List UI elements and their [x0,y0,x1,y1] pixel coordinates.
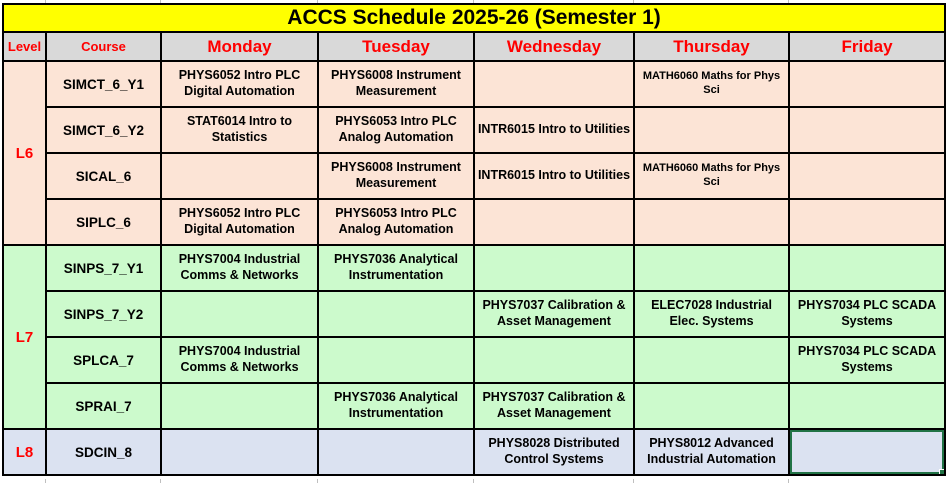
schedule-cell[interactable]: PHYS7004 Industrial Comms & Networks [160,336,319,384]
schedule-cell[interactable] [787,198,946,246]
gridline-tick [160,0,161,3]
schedule-cell[interactable]: PHYS7036 Analytical Instrumentation [317,382,475,430]
schedule-cell[interactable]: PHYS6052 Intro PLC Digital Automation [160,198,319,246]
schedule-title[interactable]: ACCS Schedule 2025-26 (Semester 1) [1,3,946,33]
schedule-cell[interactable] [160,382,319,430]
schedule-cell[interactable] [787,106,946,154]
title-row: ACCS Schedule 2025-26 (Semester 1) [1,3,946,33]
schedule-cell[interactable]: PHYS6052 Intro PLC Digital Automation [160,60,319,108]
course-cell[interactable]: SICAL_6 [45,152,162,200]
schedule-cell[interactable]: PHYS6053 Intro PLC Analog Automation [317,198,475,246]
gridline-tick [317,479,318,483]
course-cell[interactable]: SINPS_7_Y1 [45,244,162,292]
column-header-course[interactable]: Course [45,31,162,62]
schedule-cell[interactable] [473,336,635,384]
schedule-cell[interactable] [160,428,319,476]
course-cell[interactable]: SPLCA_7 [45,336,162,384]
gridline-tick [788,479,789,483]
schedule-cell[interactable]: PHYS7037 Calibration & Asset Management [473,290,635,338]
schedule-cell[interactable] [317,336,475,384]
schedule-cell[interactable]: PHYS7034 PLC SCADA Systems [787,336,946,384]
gridline-tick [473,0,474,3]
table-row: SPRAI_7 PHYS7036 Analytical Instrumentat… [3,382,946,430]
table-row: SIMCT_6_Y2 STAT6014 Intro to Statistics … [3,106,946,154]
schedule-cell[interactable] [473,60,635,108]
course-cell[interactable]: SDCIN_8 [45,428,162,476]
schedule-cell[interactable]: PHYS7036 Analytical Instrumentation [317,244,475,292]
course-cell[interactable]: SIMCT_6_Y2 [45,106,162,154]
gridline-tick [473,479,474,483]
schedule-cell[interactable]: STAT6014 Intro to Statistics [160,106,319,154]
schedule-cell[interactable]: INTR6015 Intro to Utilities [473,152,635,200]
schedule-cell[interactable]: MATH6060 Maths for Phys Sci [633,152,790,200]
gridline-tick [317,0,318,3]
level-label-l6[interactable]: L6 [2,60,47,246]
column-header-wednesday[interactable]: Wednesday [473,31,635,62]
schedule-cell[interactable]: PHYS7037 Calibration & Asset Management [473,382,635,430]
table-row: SINPS_7_Y2 PHYS7037 Calibration & Asset … [3,290,946,338]
schedule-cell[interactable]: PHYS6053 Intro PLC Analog Automation [317,106,475,154]
schedule-cell[interactable]: INTR6015 Intro to Utilities [473,106,635,154]
schedule-cell[interactable]: PHYS7004 Industrial Comms & Networks [160,244,319,292]
column-header-friday[interactable]: Friday [787,31,946,62]
table-row: L8 SDCIN_8 PHYS8028 Distributed Control … [2,428,946,476]
gridline-tick [45,479,46,483]
fill-handle[interactable] [939,469,944,473]
schedule-cell[interactable] [787,382,946,430]
schedule-cell[interactable]: PHYS8012 Advanced Industrial Automation [633,428,790,476]
gridline-tick [788,0,789,3]
schedule-table: ACCS Schedule 2025-26 (Semester 1) Level… [1,3,946,476]
column-header-monday[interactable]: Monday [160,31,319,62]
schedule-cell[interactable] [787,152,946,200]
schedule-cell[interactable] [317,290,475,338]
column-header-thursday[interactable]: Thursday [633,31,790,62]
schedule-cell[interactable]: PHYS7034 PLC SCADA Systems [787,290,946,338]
schedule-cell[interactable] [633,106,790,154]
schedule-cell[interactable] [473,198,635,246]
course-cell[interactable]: SINPS_7_Y2 [45,290,162,338]
level-label-l8[interactable]: L8 [2,428,47,476]
schedule-cell[interactable] [473,244,635,292]
column-header-level[interactable]: Level [2,31,47,62]
gridline-tick [45,0,46,3]
course-cell[interactable]: SIPLC_6 [45,198,162,246]
course-cell[interactable]: SIMCT_6_Y1 [45,60,162,108]
schedule-cell[interactable] [633,198,790,246]
schedule-cell[interactable]: ELEC7028 Industrial Elec. Systems [633,290,790,338]
column-header-tuesday[interactable]: Tuesday [317,31,475,62]
gridline-tick [633,0,634,3]
course-cell[interactable]: SPRAI_7 [45,382,162,430]
table-row: L7 SINPS_7_Y1 PHYS7004 Industrial Comms … [2,244,946,430]
table-row: SIPLC_6 PHYS6052 Intro PLC Digital Autom… [3,198,946,246]
schedule-cell[interactable] [633,382,790,430]
schedule-cell[interactable] [787,60,946,108]
gridline-tick [160,479,161,483]
schedule-cell[interactable] [160,152,319,200]
schedule-cell[interactable]: PHYS6008 Instrument Measurement [317,152,475,200]
schedule-cell[interactable] [317,428,475,476]
gridline-tick [633,479,634,483]
schedule-cell[interactable] [787,244,946,292]
header-row: Level Course Monday Tuesday Wednesday Th… [2,31,946,62]
table-row: L6 SIMCT_6_Y1 PHYS6052 Intro PLC Digital… [2,60,946,246]
schedule-cell[interactable]: PHYS6008 Instrument Measurement [317,60,475,108]
table-row: SICAL_6 PHYS6008 Instrument Measurement … [3,152,946,200]
level-label-l7[interactable]: L7 [2,244,47,430]
selected-cell[interactable] [787,428,946,476]
schedule-cell[interactable] [633,336,790,384]
table-row: SPLCA_7 PHYS7004 Industrial Comms & Netw… [3,336,946,384]
schedule-cell[interactable]: MATH6060 Maths for Phys Sci [633,60,790,108]
schedule-cell[interactable]: PHYS8028 Distributed Control Systems [473,428,635,476]
schedule-cell[interactable] [633,244,790,292]
schedule-cell[interactable] [160,290,319,338]
